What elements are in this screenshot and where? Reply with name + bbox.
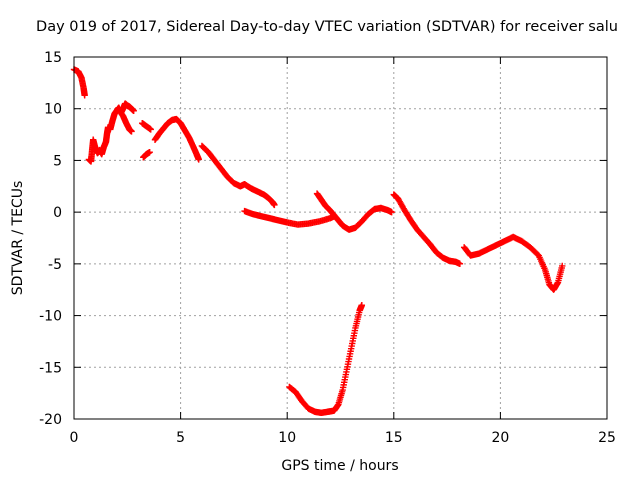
y-tick-label: 15: [44, 50, 62, 66]
x-tick-label: 0: [70, 430, 79, 446]
data-point: [195, 156, 202, 163]
series-track-5: [140, 148, 153, 161]
series-track-3: [115, 106, 135, 135]
data-point: [81, 92, 88, 99]
x-tick-label: 5: [176, 430, 185, 446]
y-tick-label: 5: [53, 153, 62, 169]
data-point: [128, 128, 135, 135]
series-track-10: [390, 191, 464, 268]
data-point: [271, 201, 278, 209]
series-track-4: [139, 119, 154, 133]
y-axis-label: SDTVAR / TECUs: [10, 181, 26, 296]
x-tick-label: 10: [278, 430, 296, 446]
series-track-6: [151, 115, 202, 163]
y-tick-label: -5: [48, 257, 62, 273]
data-point: [358, 302, 366, 309]
data-point: [559, 262, 566, 270]
series-track-7: [198, 142, 278, 209]
plot-frame: [73, 56, 608, 420]
y-tick-label: -15: [39, 360, 62, 376]
x-tick-label: 20: [491, 430, 509, 446]
series-track-2: [85, 100, 137, 165]
y-tick-label: 10: [44, 102, 62, 118]
series-track-9: [313, 190, 395, 233]
data-point: [456, 260, 464, 268]
data-point: [146, 148, 153, 156]
series-track-1: [70, 66, 88, 99]
y-tick-label: -20: [39, 412, 62, 428]
y-tick-label: -10: [39, 309, 62, 325]
series-track-8: [241, 207, 338, 228]
x-tick-label: 15: [385, 430, 403, 446]
grid: [74, 57, 607, 419]
data-point: [388, 208, 395, 216]
tick-labels: 0 5 10 15 20 25 -20 -15 -10 -5 0 5 10 15: [39, 50, 616, 446]
data-point: [130, 107, 137, 114]
series-track-11: [460, 233, 566, 293]
chart-title: Day 019 of 2017, Sidereal Day-to-day VTE…: [36, 19, 618, 35]
x-axis-label: GPS time / hours: [281, 458, 398, 474]
ticks: [73, 56, 608, 420]
series-track-12: [286, 302, 366, 416]
data-point: [147, 126, 154, 133]
series: [70, 66, 566, 416]
y-tick-label: 0: [53, 205, 62, 221]
x-tick-label: 25: [598, 430, 616, 446]
